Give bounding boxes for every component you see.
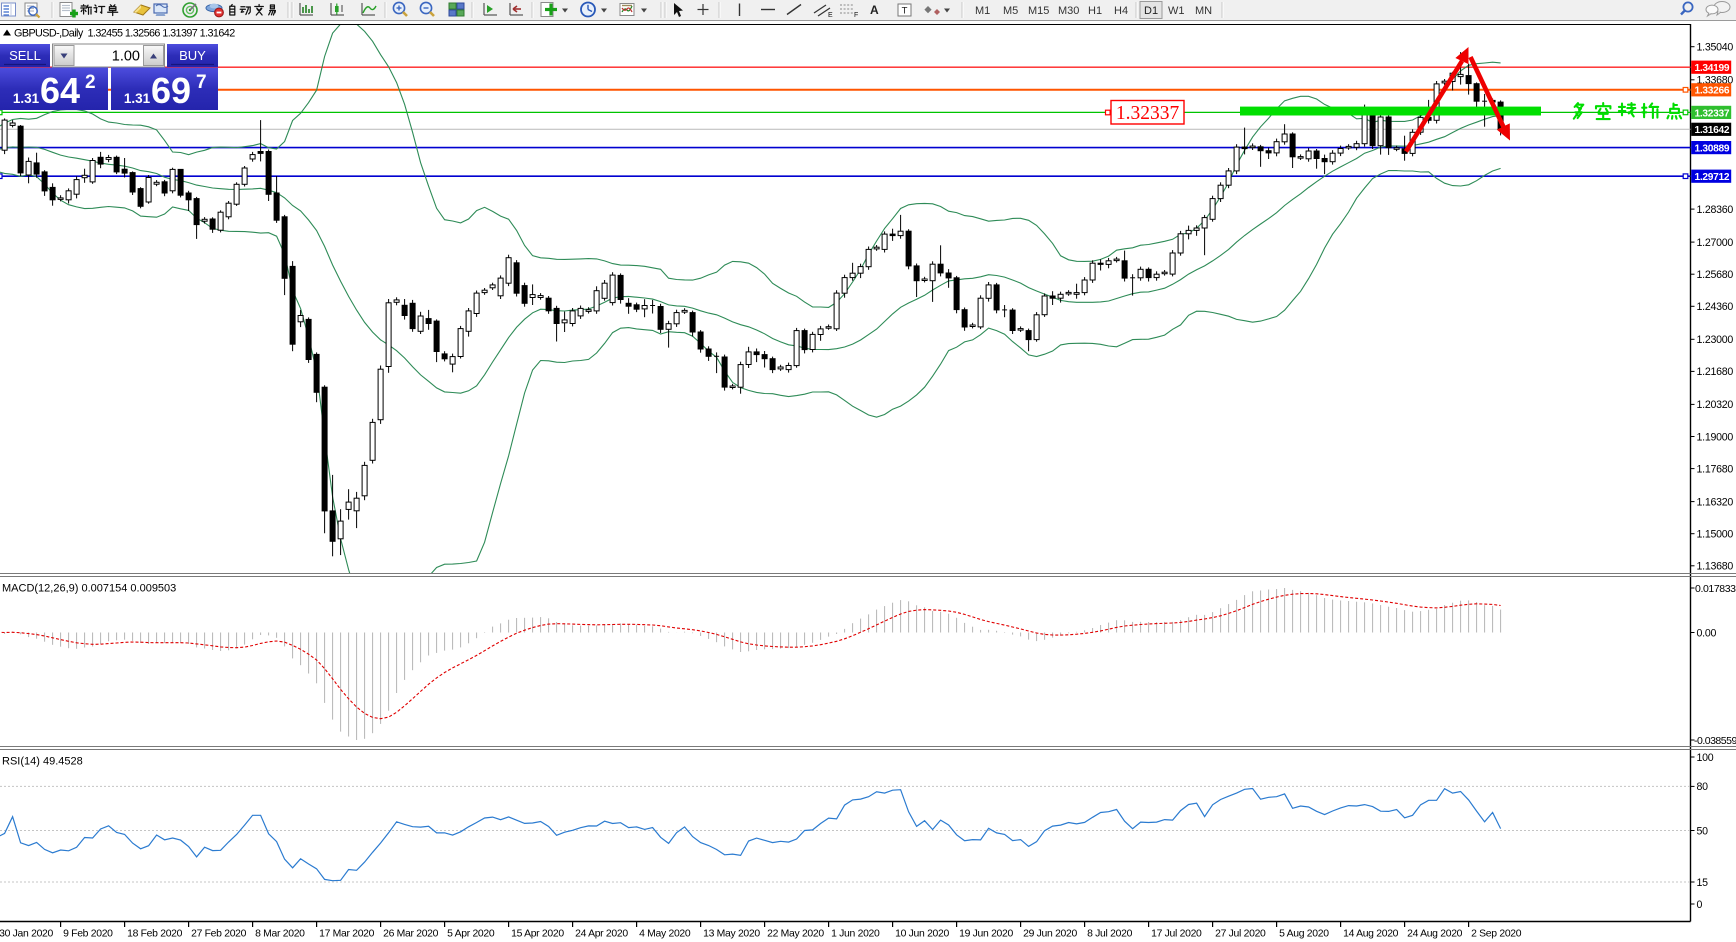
svg-text:29 Jun 2020: 29 Jun 2020 <box>1023 929 1077 940</box>
svg-text:M5: M5 <box>1003 5 1018 17</box>
svg-text:8 Mar 2020: 8 Mar 2020 <box>255 929 305 940</box>
svg-text:24 Aug 2020: 24 Aug 2020 <box>1407 929 1463 940</box>
svg-text:5 Apr 2020: 5 Apr 2020 <box>447 929 495 940</box>
svg-text:1.35040: 1.35040 <box>1697 42 1734 54</box>
svg-text:24 Apr 2020: 24 Apr 2020 <box>575 929 628 940</box>
svg-text:2: 2 <box>85 72 96 93</box>
svg-text:1.33266: 1.33266 <box>1695 86 1730 97</box>
svg-text:1.32337: 1.32337 <box>1116 103 1180 124</box>
svg-text:17 Jul 2020: 17 Jul 2020 <box>1151 929 1202 940</box>
svg-text:1.31: 1.31 <box>124 91 151 106</box>
svg-text:8 Jul 2020: 8 Jul 2020 <box>1087 929 1132 940</box>
svg-text:64: 64 <box>40 70 80 111</box>
svg-text:100: 100 <box>1697 752 1714 764</box>
svg-text:1.16320: 1.16320 <box>1697 496 1734 508</box>
svg-text:18 Feb 2020: 18 Feb 2020 <box>127 929 183 940</box>
svg-text:T: T <box>902 6 908 17</box>
svg-text:22 May 2020: 22 May 2020 <box>767 929 824 940</box>
svg-text:10 Jun 2020: 10 Jun 2020 <box>895 929 949 940</box>
svg-text:-0.038559: -0.038559 <box>1694 735 1736 747</box>
svg-text:MACD(12,26,9) 0.007154 0.00950: MACD(12,26,9) 0.007154 0.009503 <box>2 583 176 595</box>
svg-text:2 Sep 2020: 2 Sep 2020 <box>1471 929 1522 940</box>
svg-text:M15: M15 <box>1028 5 1049 17</box>
svg-text:1.13680: 1.13680 <box>1697 561 1734 573</box>
svg-text:1.28360: 1.28360 <box>1697 204 1734 216</box>
svg-text:1.30889: 1.30889 <box>1695 144 1730 155</box>
svg-text:15 Apr 2020: 15 Apr 2020 <box>511 929 564 940</box>
svg-text:9 Feb 2020: 9 Feb 2020 <box>63 929 113 940</box>
svg-text:D1: D1 <box>1144 5 1158 17</box>
svg-text:H4: H4 <box>1114 5 1128 17</box>
svg-text:4 May 2020: 4 May 2020 <box>639 929 691 940</box>
svg-text:F: F <box>854 12 858 19</box>
svg-text:50: 50 <box>1697 825 1709 837</box>
svg-text:MN: MN <box>1195 5 1212 17</box>
svg-text:RSI(14) 49.4528: RSI(14) 49.4528 <box>2 756 83 768</box>
svg-text:M30: M30 <box>1058 5 1079 17</box>
svg-text:1.31: 1.31 <box>13 91 40 106</box>
svg-text:1.19000: 1.19000 <box>1697 431 1734 443</box>
svg-text:0.00: 0.00 <box>1697 627 1717 639</box>
svg-text:80: 80 <box>1697 781 1709 793</box>
svg-text:W1: W1 <box>1168 5 1185 17</box>
svg-text:7: 7 <box>196 72 207 93</box>
svg-text:1.20320: 1.20320 <box>1697 399 1734 411</box>
svg-text:19 Jun 2020: 19 Jun 2020 <box>959 929 1013 940</box>
svg-text:1.23000: 1.23000 <box>1697 334 1734 346</box>
svg-text:1.25680: 1.25680 <box>1697 269 1734 281</box>
svg-text:17 Mar 2020: 17 Mar 2020 <box>319 929 375 940</box>
svg-text:26 Mar 2020: 26 Mar 2020 <box>383 929 439 940</box>
svg-text:1 Jun 2020: 1 Jun 2020 <box>831 929 880 940</box>
svg-text:1.32337: 1.32337 <box>1695 108 1730 119</box>
svg-text:30 Jan 2020: 30 Jan 2020 <box>0 929 54 940</box>
svg-text:M1: M1 <box>975 5 990 17</box>
svg-text:27 Feb 2020: 27 Feb 2020 <box>191 929 247 940</box>
svg-text:E: E <box>828 12 833 19</box>
svg-text:13 May 2020: 13 May 2020 <box>703 929 760 940</box>
svg-text:5 Aug 2020: 5 Aug 2020 <box>1279 929 1329 940</box>
svg-text:0.017833: 0.017833 <box>1695 583 1736 595</box>
svg-text:A: A <box>870 3 879 17</box>
svg-text:H1: H1 <box>1088 5 1102 17</box>
svg-text:1.17680: 1.17680 <box>1697 463 1734 475</box>
svg-text:1.27000: 1.27000 <box>1697 237 1734 249</box>
svg-text:1.24360: 1.24360 <box>1697 301 1734 313</box>
svg-text:14 Aug 2020: 14 Aug 2020 <box>1343 929 1399 940</box>
svg-text:1.29712: 1.29712 <box>1695 172 1730 183</box>
svg-text:15: 15 <box>1697 877 1709 889</box>
svg-text:1.15000: 1.15000 <box>1697 529 1734 541</box>
svg-text:1.00: 1.00 <box>112 49 140 65</box>
svg-text:27 Jul 2020: 27 Jul 2020 <box>1215 929 1266 940</box>
svg-text:1.31642: 1.31642 <box>1695 125 1730 136</box>
svg-text:GBPUSD-,Daily 1.32455 1.32566: GBPUSD-,Daily 1.32455 1.32566 1.31397 1.… <box>14 28 235 40</box>
svg-text:1.34199: 1.34199 <box>1695 63 1730 74</box>
svg-text:0: 0 <box>1697 899 1703 911</box>
svg-text:BUY: BUY <box>179 48 206 63</box>
svg-text:1.21680: 1.21680 <box>1697 366 1734 378</box>
svg-text:69: 69 <box>151 70 191 111</box>
svg-text:SELL: SELL <box>9 48 41 63</box>
